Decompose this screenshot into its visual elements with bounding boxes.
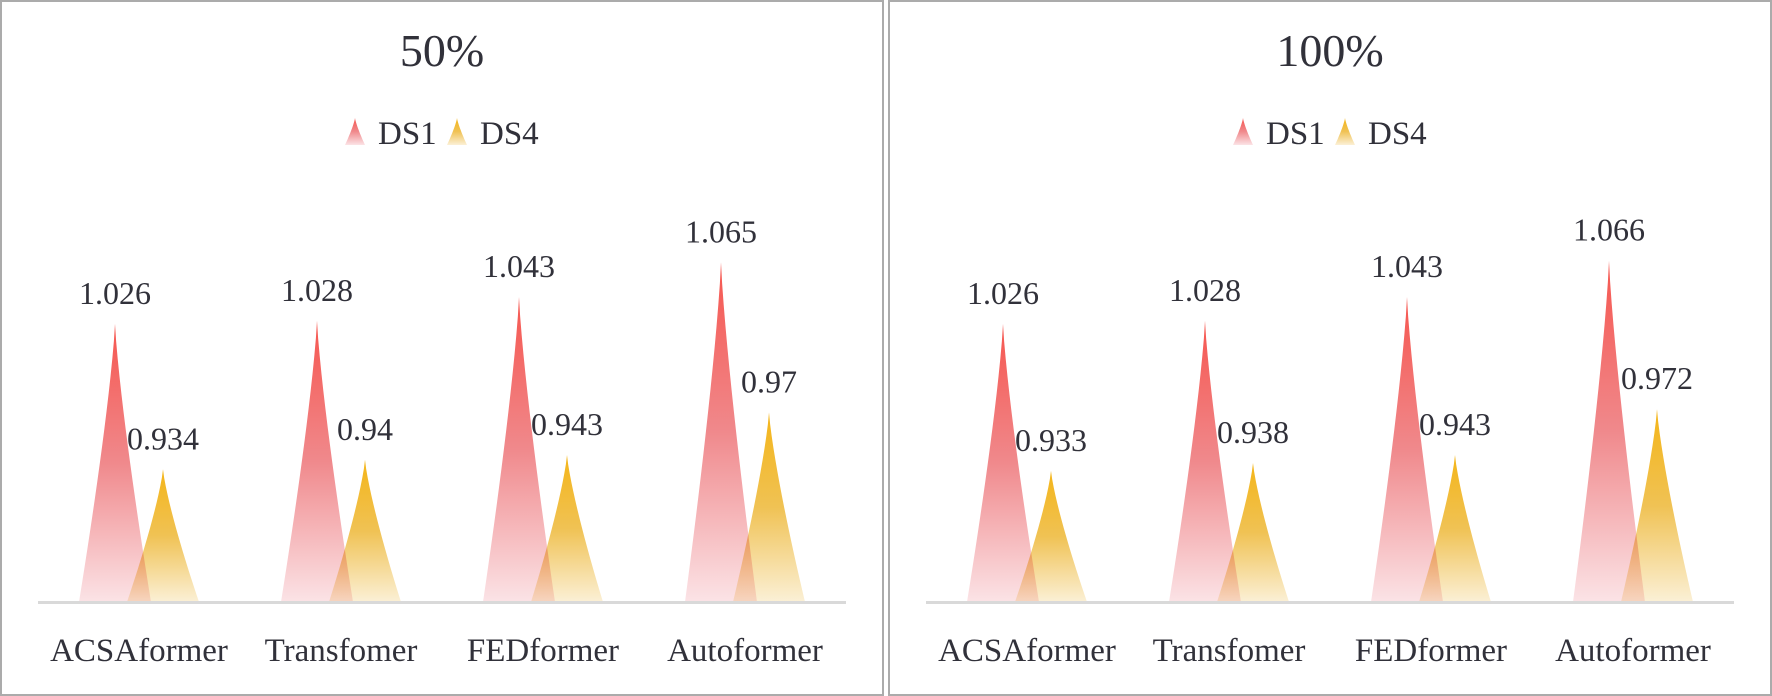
legend: DS1 DS4 [345,116,539,152]
legend-ds1-peak-icon [1233,118,1253,145]
value-label-ds1-transfomer: 1.028 [1169,272,1241,308]
value-label-ds1-acsaformer: 1.026 [79,275,151,311]
legend-ds4-label: DS4 [480,116,539,152]
category-labels-group: ACSAformer Transfomer FEDformer Autoformer [50,633,823,669]
category-label-transfomer: Transfomer [265,633,418,669]
value-label-ds4-autoformer: 0.972 [1621,360,1693,396]
peak-ds1-transfomer [1169,320,1241,602]
category-labels-group: ACSAformer Transfomer FEDformer Autoformer [938,633,1711,669]
value-label-ds4-acsaformer: 0.934 [127,420,199,456]
category-label-autoformer: Autoformer [1555,633,1711,669]
category-label-fedformer: FEDformer [1355,633,1507,669]
peak-ds1-autoformer [1573,260,1645,602]
peak-ds4-transfomer [329,459,401,602]
panel-50-percent: 50% DS1 DS4 1.026 0.934 1.028 0.94 1.043 0.94… [0,0,884,696]
peak-ds1-fedformer [1371,297,1443,602]
chart-title: 100% [1276,25,1383,76]
category-label-transfomer: Transfomer [1153,633,1306,669]
value-label-ds4-transfomer: 0.938 [1217,414,1289,450]
value-label-ds4-acsaformer: 0.933 [1015,422,1087,458]
value-label-ds4-transfomer: 0.94 [337,411,393,447]
chart-50-percent: 50% DS1 DS4 1.026 0.934 1.028 0.94 1.043 0.94… [38,25,846,669]
peak-ds4-autoformer [1621,409,1693,602]
legend: DS1 DS4 [1233,116,1427,152]
legend-ds1-label: DS1 [378,116,437,152]
peak-ds1-fedformer [483,297,555,602]
value-label-ds1-fedformer: 1.043 [483,248,555,284]
category-label-acsaformer: ACSAformer [50,633,228,669]
value-label-ds1-autoformer: 1.066 [1573,212,1645,248]
legend-ds4-peak-icon [1335,118,1355,145]
value-label-ds1-autoformer: 1.065 [685,213,757,249]
peak-ds4-fedformer [1419,455,1491,602]
peak-ds4-transfomer [1217,462,1289,602]
x-axis-baseline [926,601,1734,604]
peak-ds1-autoformer [685,262,757,602]
value-label-ds1-acsaformer: 1.026 [967,275,1039,311]
panel-100-percent: 100% DS1 DS4 1.026 0.933 1.028 0.938 1.043 0.… [888,0,1772,696]
category-label-autoformer: Autoformer [667,633,823,669]
value-labels-group: 1.026 0.934 1.028 0.94 1.043 0.943 1.065 0.97 [79,213,797,456]
legend-ds1-peak-icon [345,118,365,145]
peak-ds1-acsaformer [967,323,1039,602]
value-label-ds4-fedformer: 0.943 [531,406,603,442]
peak-ds1-transfomer [281,320,353,602]
peak-ds4-fedformer [531,455,603,602]
chart-100-percent: 100% DS1 DS4 1.026 0.933 1.028 0.938 1.043 0.… [926,25,1734,669]
value-label-ds1-transfomer: 1.028 [281,272,353,308]
legend-ds4-label: DS4 [1368,116,1427,152]
peaks-group [967,260,1693,602]
peak-ds4-acsaformer [1015,470,1087,602]
value-label-ds1-fedformer: 1.043 [1371,248,1443,284]
legend-ds1-label: DS1 [1266,116,1325,152]
value-label-ds4-autoformer: 0.97 [741,363,797,399]
value-labels-group: 1.026 0.933 1.028 0.938 1.043 0.943 1.066 0.972 [967,212,1693,458]
category-label-fedformer: FEDformer [467,633,619,669]
value-label-ds4-fedformer: 0.943 [1419,406,1491,442]
legend-ds4-peak-icon [447,118,467,145]
peaks-group [79,262,805,602]
chart-title: 50% [400,25,484,76]
category-label-acsaformer: ACSAformer [938,633,1116,669]
peak-ds1-acsaformer [79,323,151,602]
peak-ds4-acsaformer [127,469,199,602]
peak-ds4-autoformer [733,412,805,602]
x-axis-baseline [38,601,846,604]
